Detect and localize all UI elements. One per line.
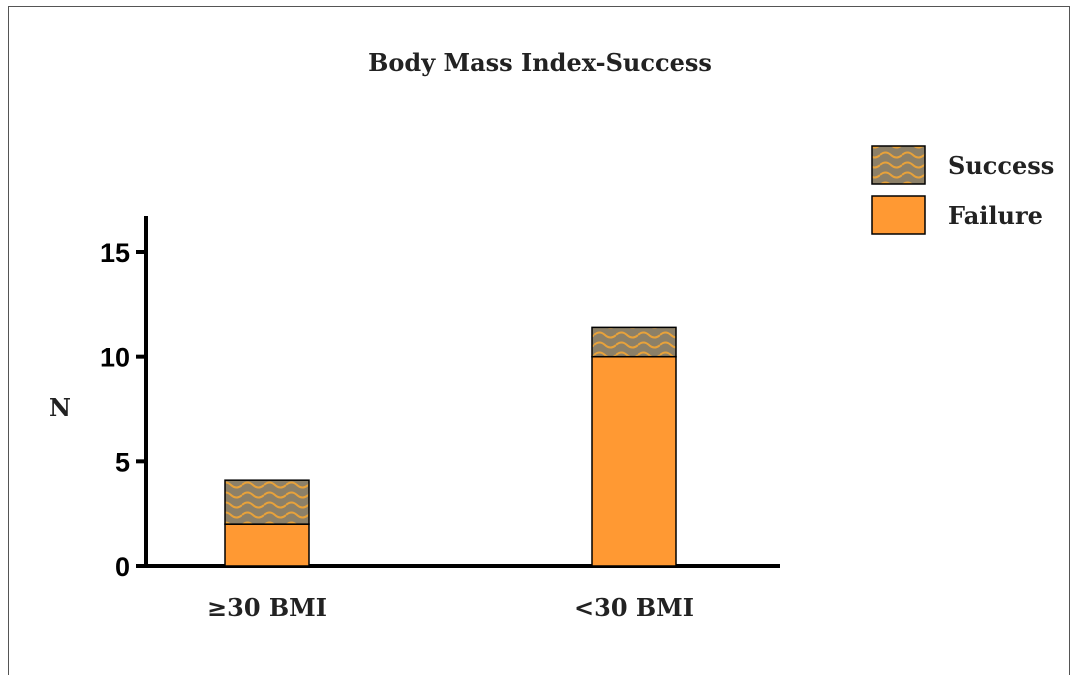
- y-tick-label: 10: [100, 343, 130, 373]
- legend-label-success: Success: [948, 151, 1054, 180]
- axes: 0 5 10 15: [100, 216, 780, 582]
- bar-failure-1: [591, 355, 677, 567]
- y-axis-label: N: [49, 393, 71, 422]
- bar-failure-0: [224, 523, 310, 567]
- bar-success-1: [591, 326, 677, 358]
- legend-label-failure: Failure: [948, 201, 1043, 230]
- x-tick-label: <30 BMI: [574, 593, 694, 622]
- y-tick-label: 15: [100, 238, 130, 268]
- legend: Success Failure: [871, 145, 1054, 235]
- chart-frame: [8, 6, 1070, 675]
- bar-success-0: [224, 479, 310, 525]
- x-tick-label: ≥30 BMI: [207, 593, 327, 622]
- chart-title: Body Mass Index-Success: [368, 48, 712, 77]
- y-tick-label: 0: [115, 552, 130, 582]
- y-tick-label: 5: [115, 447, 130, 477]
- legend-swatch-success: [871, 145, 926, 185]
- labels: ≥30 BMI <30 BMI: [207, 593, 694, 622]
- bars: [224, 326, 677, 567]
- legend-swatch-failure: [871, 195, 926, 235]
